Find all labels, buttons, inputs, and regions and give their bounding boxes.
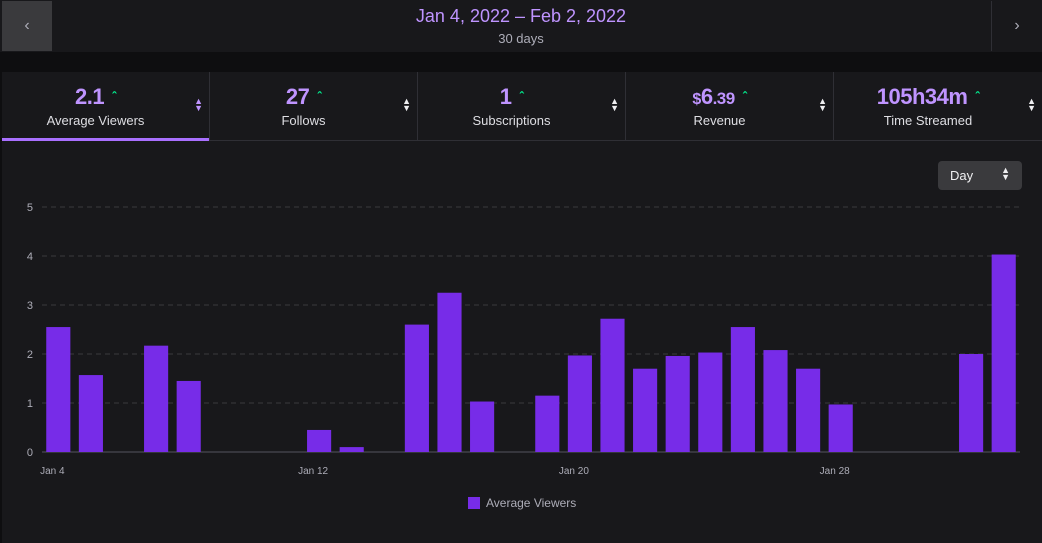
bar-jan-17[interactable] (470, 401, 495, 452)
metric-label: Time Streamed (883, 113, 973, 128)
metric-label: Revenue (693, 113, 746, 128)
metric-value: 6 (700, 84, 713, 109)
x-tick-label: Jan 12 (298, 466, 328, 477)
bar-jan-13[interactable] (339, 447, 364, 452)
bar-jan-23[interactable] (665, 355, 690, 452)
bar-jan-25[interactable] (730, 327, 755, 452)
bar-jan-12[interactable] (307, 429, 332, 452)
sort-icon[interactable]: ▲ ▼ (610, 96, 619, 113)
sort-icon[interactable]: ▲ ▼ (1027, 96, 1036, 113)
y-tick-label: 3 (27, 300, 33, 312)
x-tick-label: Jan 4 (40, 466, 65, 477)
sort-icon[interactable]: ▲ ▼ (818, 96, 827, 113)
currency-symbol: $ (692, 91, 701, 108)
bar-feb-1[interactable] (959, 354, 984, 452)
y-tick-label: 1 (27, 398, 33, 410)
bar-jan-20[interactable] (567, 355, 592, 452)
y-tick-label: 0 (27, 447, 33, 459)
metric-value: 2.1 (75, 84, 105, 109)
bar-jan-26[interactable] (763, 350, 788, 452)
date-range-title: Jan 4, 2022 – Feb 2, 2022 (415, 6, 627, 26)
metric-tab-follows[interactable]: 27 ˆ Follows ▲ ▼ (210, 72, 418, 140)
x-tick-label: Jan 28 (820, 466, 850, 477)
trend-up-icon: ˆ (519, 89, 524, 104)
metric-label: Follows (281, 113, 326, 128)
previous-period-button[interactable]: ‹ (2, 1, 52, 51)
chart-legend: Average Viewers (468, 496, 576, 510)
legend-label[interactable]: Average Viewers (486, 496, 577, 510)
bar-jan-27[interactable] (796, 368, 821, 452)
bar-jan-21[interactable] (600, 318, 625, 452)
chevron-right-icon: › (1014, 17, 1020, 34)
date-range-bar: ‹ Jan 4, 2022 – Feb 2, 2022 30 days › (0, 0, 1042, 52)
bar-jan-24[interactable] (698, 352, 723, 452)
metric-tab-time-streamed[interactable]: 105h34m ˆ Time Streamed ▲ ▼ (834, 72, 1042, 140)
sort-icon[interactable]: ▲ ▼ (402, 96, 411, 113)
chevron-left-icon: ‹ (24, 17, 30, 34)
bar-jan-15[interactable] (404, 324, 429, 452)
bar-jan-28[interactable] (828, 404, 853, 452)
chevron-up-down-icon: ▲ ▼ (1001, 165, 1010, 182)
bar-jan-8[interactable] (176, 380, 201, 452)
metric-tabs: 2.1 ˆ Average Viewers ▲ ▼ 27 ˆ Follows ▲ ▼ 1… (2, 72, 1042, 141)
bar-jan-7[interactable] (144, 345, 169, 452)
y-tick-label: 2 (27, 349, 33, 361)
bar-jan-22[interactable] (633, 368, 658, 452)
y-tick-label: 5 (27, 202, 33, 214)
next-period-button[interactable]: › (991, 1, 1042, 51)
metric-label: Average Viewers (46, 113, 145, 128)
y-tick-label: 4 (27, 251, 33, 263)
bar-jan-5[interactable] (78, 375, 103, 452)
metric-label: Subscriptions (472, 113, 551, 128)
sort-icon[interactable]: ▲ ▼ (194, 96, 203, 113)
metric-value: 1 (499, 84, 512, 109)
granularity-select[interactable]: Day ▲ ▼ (938, 161, 1022, 190)
bar-feb-2[interactable] (991, 254, 1016, 452)
metric-value: 27 (285, 84, 310, 109)
bar-jan-4[interactable] (46, 327, 71, 452)
trend-up-icon: ˆ (317, 89, 322, 104)
metric-tab-average-viewers[interactable]: 2.1 ˆ Average Viewers ▲ ▼ (2, 72, 210, 141)
trend-up-icon: ˆ (975, 89, 980, 104)
bar-jan-16[interactable] (437, 292, 462, 452)
x-tick-label: Jan 20 (559, 466, 589, 477)
bar-jan-19[interactable] (535, 395, 560, 452)
analytics-panel: 2.1 ˆ Average Viewers ▲ ▼ 27 ˆ Follows ▲ ▼ 1… (2, 72, 1042, 543)
legend-swatch (468, 497, 480, 509)
metric-value-cents: .39 (712, 89, 736, 108)
average-viewers-bar-chart: 0 1 2 3 4 5 Jan 4 Jan 12 Jan 20 Jan 28 (27, 202, 1020, 477)
metric-tab-revenue[interactable]: $6.39 ˆ Revenue ▲ ▼ (626, 72, 834, 140)
metric-value: 105h34m (876, 84, 968, 109)
trend-up-icon: ˆ (112, 89, 116, 104)
trend-up-icon: ˆ (742, 89, 747, 104)
granularity-value: Day (950, 168, 974, 183)
period-length: 30 days (498, 31, 544, 46)
